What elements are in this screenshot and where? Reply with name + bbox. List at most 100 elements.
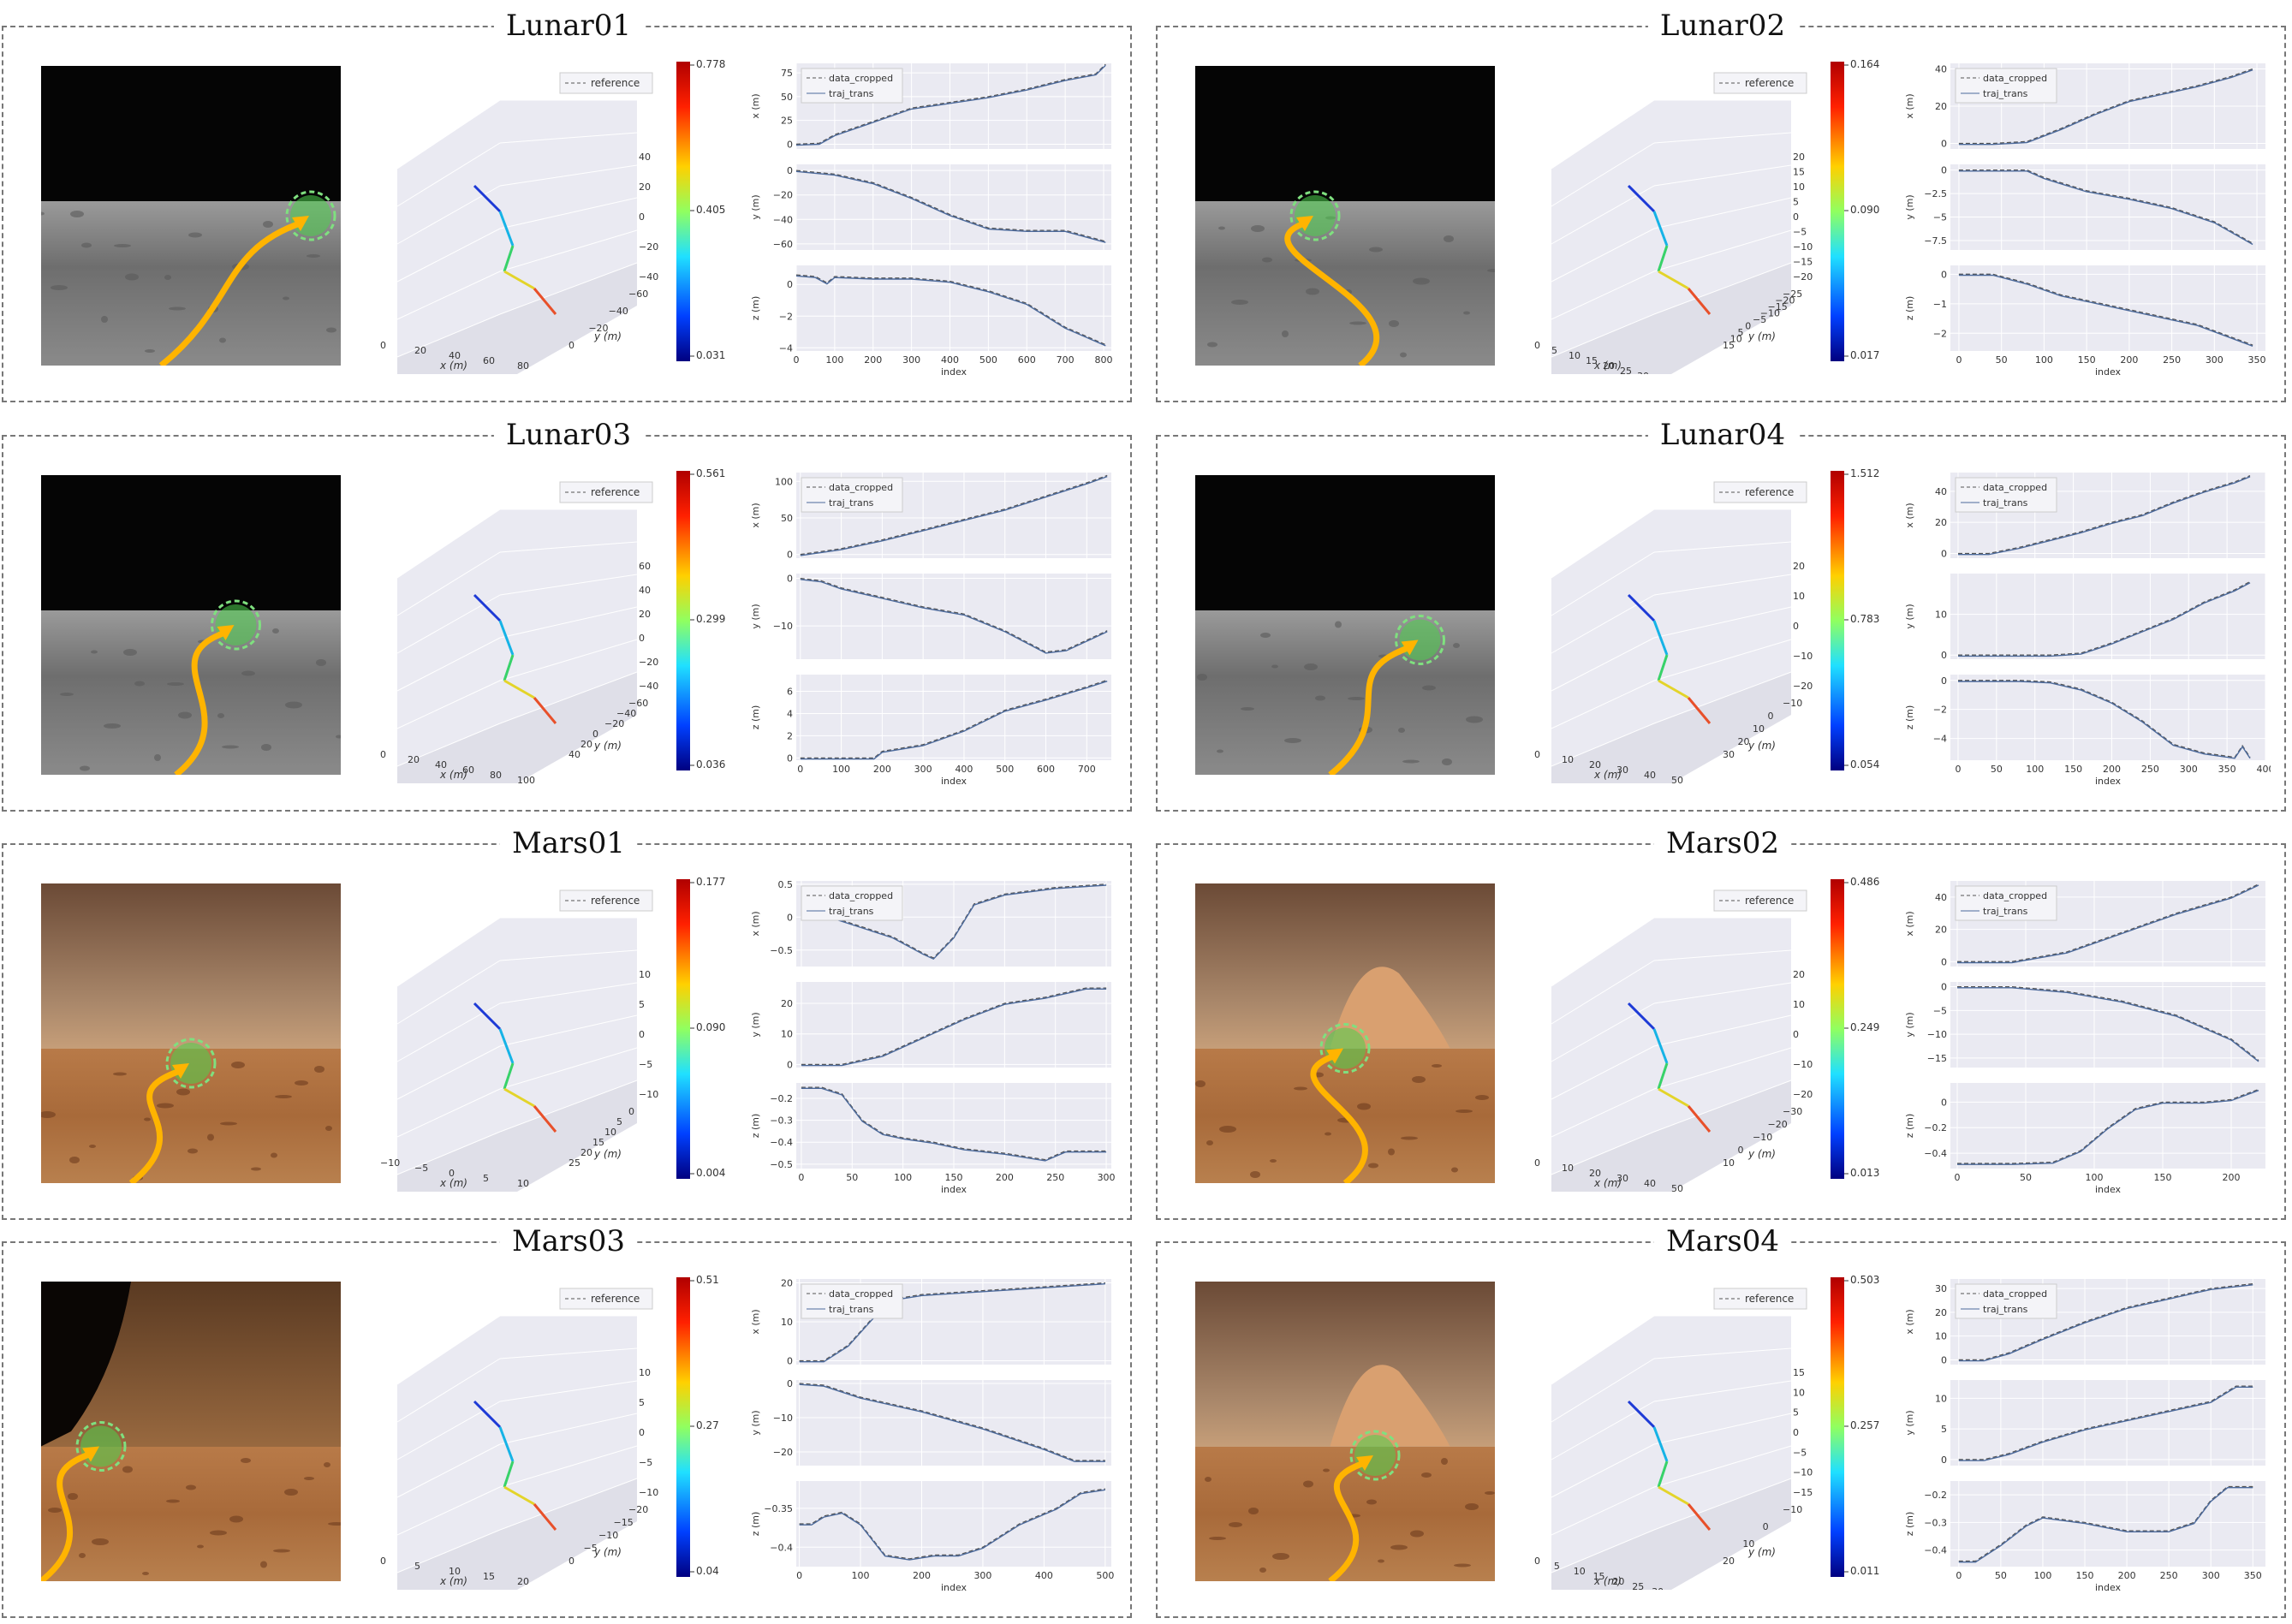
y-tick: 15	[1723, 340, 1735, 351]
trajectory-segment	[1627, 1400, 1656, 1429]
subplot-bg	[796, 265, 1111, 351]
colorbar: 0.177 0.090 0.004	[676, 876, 725, 1179]
rock	[169, 306, 186, 311]
colorbar-label: 0.51	[696, 1274, 719, 1286]
z-tick: 0	[639, 633, 645, 644]
rock	[178, 711, 192, 719]
series-data-cropped	[795, 170, 1106, 242]
z-tick: 0	[639, 211, 645, 223]
z-tick: −40	[639, 681, 658, 692]
x-tick: 25	[1632, 1581, 1644, 1590]
rock	[1442, 758, 1452, 765]
y-tick-label: 20	[1935, 101, 1947, 112]
y-tick-label: 0.5	[778, 879, 794, 890]
y-tick-label: 20	[781, 998, 793, 1009]
x-tick-label: 700	[1057, 354, 1075, 366]
tri-ylabel: y (m)	[593, 330, 622, 342]
x-tick: 5	[483, 1173, 489, 1184]
panel-title: Lunar03	[493, 418, 644, 452]
y-tick-label: 2	[787, 730, 793, 741]
y-tick-label: −0.35	[764, 1503, 793, 1514]
goal-ring	[1349, 1430, 1401, 1481]
rock	[241, 670, 255, 676]
y-axis-label: y (m)	[750, 604, 761, 628]
y-tick: 20	[580, 1147, 592, 1158]
y-tick: −20	[628, 1504, 648, 1515]
x-tick: 30	[1637, 371, 1649, 374]
rock	[60, 693, 74, 696]
goal-marker	[290, 195, 331, 236]
rock	[145, 349, 155, 353]
legend-box	[801, 68, 903, 104]
grid-line	[1653, 262, 1792, 315]
z-tick: 0	[639, 1427, 645, 1438]
goal-ring	[211, 599, 261, 651]
subplot-bg	[796, 675, 1111, 760]
z-tick: 0	[639, 1029, 645, 1040]
rock	[1304, 663, 1318, 670]
z-tick: −20	[1793, 271, 1813, 283]
rock	[91, 650, 98, 654]
y-tick-label: 0	[1941, 982, 1947, 993]
z-tick: 20	[639, 609, 651, 620]
x-tick-label: 250	[2160, 1570, 2178, 1581]
x-tick: 50	[1671, 1183, 1683, 1192]
pane-floor	[1551, 1080, 1791, 1192]
grid-line	[1551, 313, 1655, 358]
legend-label: traj_trans	[829, 88, 874, 99]
x-tick: 0	[380, 749, 386, 760]
pane-back	[397, 100, 637, 357]
trajectory-segment	[1658, 270, 1689, 290]
rock	[1421, 1472, 1432, 1478]
x-tick-label: 200	[2103, 764, 2121, 775]
rock-formation	[1330, 1365, 1450, 1447]
z-tick: 0	[1793, 621, 1799, 632]
x-tick: 20	[414, 345, 426, 356]
y-tick: 20	[580, 739, 592, 750]
legend-label: data_cropped	[829, 890, 893, 901]
goal-marker	[1354, 1435, 1396, 1476]
x-tick: 20	[408, 754, 420, 765]
x-tick: 10	[1562, 754, 1574, 765]
rock	[1487, 269, 1495, 272]
tri-ylabel: y (m)	[1747, 1546, 1776, 1558]
grid-line	[1551, 1045, 1655, 1100]
rock	[222, 745, 239, 749]
y-tick-label: −60	[773, 239, 793, 250]
series-traj-trans	[801, 884, 1107, 961]
x-tick-label: 100	[894, 1172, 912, 1183]
scene-overlay	[41, 1282, 341, 1581]
cave-wall	[41, 1282, 131, 1447]
arrow-head	[1296, 216, 1313, 231]
sky	[1195, 66, 1495, 205]
tri-xlabel: x (m)	[439, 1575, 467, 1587]
y-tick-label: 0	[1941, 1097, 1947, 1108]
trajectory-segment	[503, 1460, 515, 1488]
subplot-bg	[1950, 1380, 2265, 1466]
x-tick: 100	[517, 775, 535, 783]
y-tick-label: −0.5	[770, 1159, 793, 1170]
rock	[260, 1561, 267, 1568]
x-tick: 40	[1644, 1178, 1656, 1189]
rock	[1389, 320, 1399, 327]
y-tick: −20	[1775, 295, 1795, 306]
rock	[1282, 330, 1289, 337]
colorbar-label: 0.090	[696, 1021, 725, 1033]
series-data-cropped	[799, 1383, 1105, 1461]
x-tick: 0	[380, 340, 386, 351]
grid-line	[499, 1380, 638, 1402]
y-tick-label: 20	[1935, 1307, 1947, 1318]
z-tick: −20	[639, 657, 658, 668]
rock	[80, 765, 90, 771]
x-tick: 20	[1589, 1168, 1601, 1179]
panel-mars04: Mars04Error mapped onto trajectoryrefere…	[1156, 1224, 2286, 1618]
grid-line	[396, 960, 501, 1025]
z-tick: 5	[639, 999, 645, 1010]
z-tick: −15	[1793, 1487, 1813, 1498]
legend-label: data_cropped	[1983, 482, 2047, 493]
x-tick-label: 100	[2086, 1172, 2104, 1183]
series-data-cropped	[1957, 985, 2259, 1062]
x-tick-label: 200	[2118, 1570, 2136, 1581]
series-data-cropped	[800, 474, 1108, 556]
rock	[167, 682, 184, 686]
